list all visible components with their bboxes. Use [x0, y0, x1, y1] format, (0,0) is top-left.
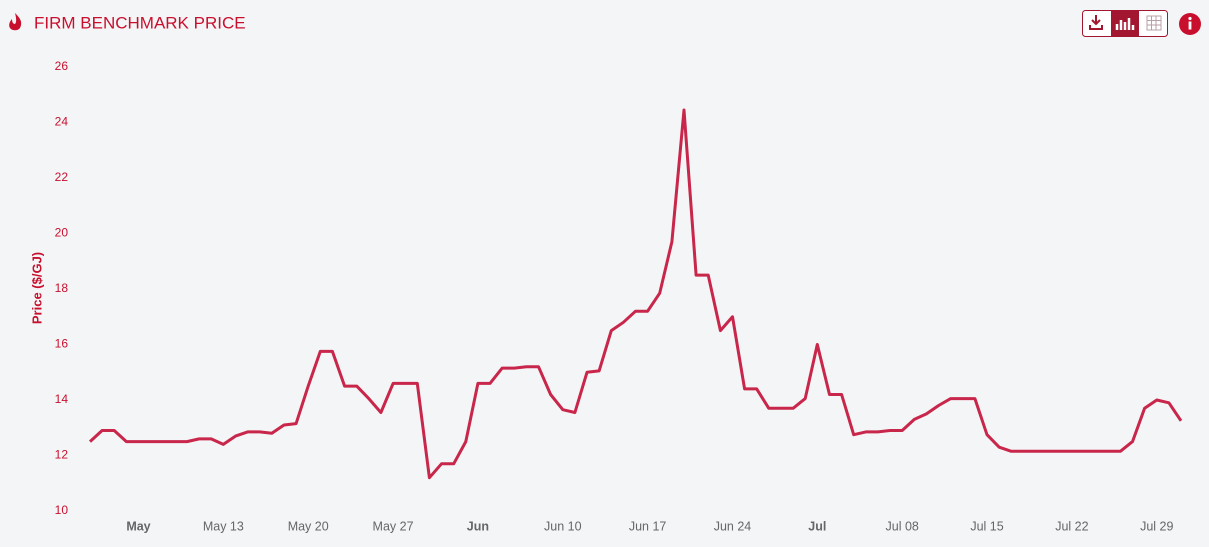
- x-tick-label: Jul 15: [970, 519, 1003, 533]
- table-view-button[interactable]: [1146, 15, 1162, 31]
- x-tick-label: Jun 10: [544, 519, 582, 533]
- price-line: [88, 108, 1183, 480]
- y-tick-label: 14: [55, 392, 69, 406]
- chart-view-button[interactable]: [1111, 11, 1139, 36]
- y-tick-label: 22: [55, 170, 69, 184]
- info-button[interactable]: [1179, 13, 1201, 35]
- y-tick-label: 20: [55, 226, 69, 240]
- y-tick-label: 18: [55, 281, 69, 295]
- y-tick-label: 16: [55, 337, 69, 351]
- toolbar: [1082, 10, 1168, 37]
- y-tick-label: 12: [55, 448, 69, 462]
- x-tick-label: Jun: [467, 519, 489, 533]
- x-tick-label: Jul: [808, 519, 826, 533]
- chart-title: FIRM BENCHMARK PRICE: [34, 13, 246, 32]
- x-tick-label: Jul 22: [1055, 519, 1088, 533]
- y-tick-label: 26: [55, 59, 69, 73]
- x-tick-label: May 27: [373, 519, 414, 533]
- x-tick-label: May 13: [203, 519, 244, 533]
- x-tick-label: Jul 08: [886, 519, 919, 533]
- x-tick-label: Jun 17: [629, 519, 667, 533]
- download-button[interactable]: [1089, 15, 1103, 30]
- flame-icon: [9, 13, 22, 31]
- y-axis-title: Price ($/GJ): [29, 252, 44, 324]
- x-tick-label: Jul 29: [1140, 519, 1173, 533]
- y-tick-label: 10: [55, 503, 69, 517]
- x-tick-label: May: [126, 519, 150, 533]
- x-tick-label: Jun 24: [714, 519, 752, 533]
- y-tick-label: 24: [55, 115, 69, 129]
- x-tick-label: May 20: [288, 519, 329, 533]
